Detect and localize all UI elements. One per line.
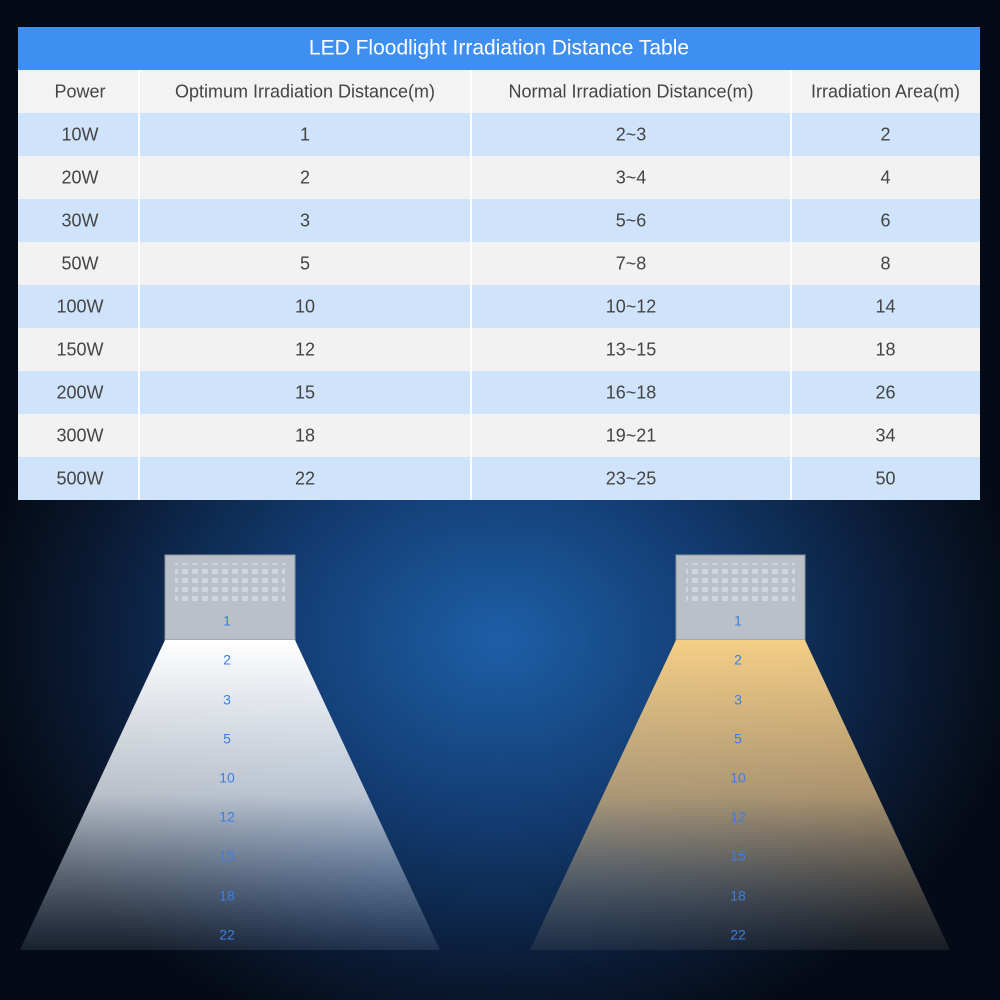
header-cell: Normal Irradiation Distance(m) — [508, 81, 753, 101]
distance-label: 3 — [734, 692, 742, 708]
header-cell: Power — [54, 81, 105, 101]
table-cell: 18 — [295, 425, 315, 445]
table-cell: 10~12 — [606, 296, 657, 316]
table-row — [18, 113, 980, 156]
distance-label: 22 — [219, 927, 235, 943]
table-row — [18, 199, 980, 242]
table-cell: 2 — [300, 167, 310, 187]
table-cell: 200W — [56, 382, 103, 402]
table-row — [18, 371, 980, 414]
table-cell: 8 — [880, 253, 890, 273]
table-cell: 26 — [875, 382, 895, 402]
table-cell: 14 — [875, 296, 895, 316]
table-cell: 15 — [295, 382, 315, 402]
table-cell: 7~8 — [616, 253, 647, 273]
table-row — [18, 285, 980, 328]
title-bar — [18, 27, 980, 70]
table-row — [18, 242, 980, 285]
distance-label: 15 — [219, 848, 235, 864]
table-row — [18, 457, 980, 500]
distance-label: 1 — [734, 613, 742, 629]
table-row — [18, 156, 980, 199]
distance-label: 5 — [734, 731, 742, 747]
distance-label: 12 — [730, 809, 746, 825]
table-cell: 150W — [56, 339, 103, 359]
table-cell: 16~18 — [606, 382, 657, 402]
table-cell: 22 — [295, 468, 315, 488]
table-cell: 100W — [56, 296, 103, 316]
distance-label: 18 — [219, 888, 235, 904]
distance-label: 5 — [223, 731, 231, 747]
table-cell: 18 — [875, 339, 895, 359]
table-cell: 3 — [300, 210, 310, 230]
distance-label: 18 — [730, 888, 746, 904]
table-cell: 3~4 — [616, 167, 647, 187]
header-cell: Irradiation Area(m) — [811, 81, 960, 101]
distance-label: 10 — [730, 770, 746, 786]
distance-label: 1 — [223, 613, 231, 629]
table-row — [18, 328, 980, 371]
distance-label: 2 — [734, 652, 742, 668]
table-cell: 10 — [295, 296, 315, 316]
table-cell: 4 — [880, 167, 890, 187]
table-cell: 5~6 — [616, 210, 647, 230]
table-cell: 10W — [61, 124, 98, 144]
lamp-right — [530, 554, 950, 950]
table-cell: 23~25 — [606, 468, 657, 488]
table-cell: 6 — [880, 210, 890, 230]
distance-label: 22 — [730, 927, 746, 943]
table-cell: 30W — [61, 210, 98, 230]
table-row — [18, 414, 980, 457]
table-cell: 300W — [56, 425, 103, 445]
distance-label: 10 — [219, 770, 235, 786]
table-cell: 34 — [875, 425, 895, 445]
table-cell: 1 — [300, 124, 310, 144]
table-cell: 2~3 — [616, 124, 647, 144]
table-cell: 50W — [61, 253, 98, 273]
table-cell: 50 — [875, 468, 895, 488]
table-cell: 5 — [300, 253, 310, 273]
table-cell: 19~21 — [606, 425, 657, 445]
table-cell: 2 — [880, 124, 890, 144]
header-cell: Optimum Irradiation Distance(m) — [175, 81, 435, 101]
distance-label: 12 — [219, 809, 235, 825]
distance-label: 2 — [223, 652, 231, 668]
table-cell: 13~15 — [606, 339, 657, 359]
distance-label: 3 — [223, 692, 231, 708]
table-cell: 20W — [61, 167, 98, 187]
distance-label: 15 — [730, 848, 746, 864]
lamp-left — [20, 554, 440, 950]
table-cell: 12 — [295, 339, 315, 359]
table-title: LED Floodlight Irradiation Distance Tabl… — [309, 37, 689, 60]
table-header — [18, 70, 980, 113]
table-cell: 500W — [56, 468, 103, 488]
